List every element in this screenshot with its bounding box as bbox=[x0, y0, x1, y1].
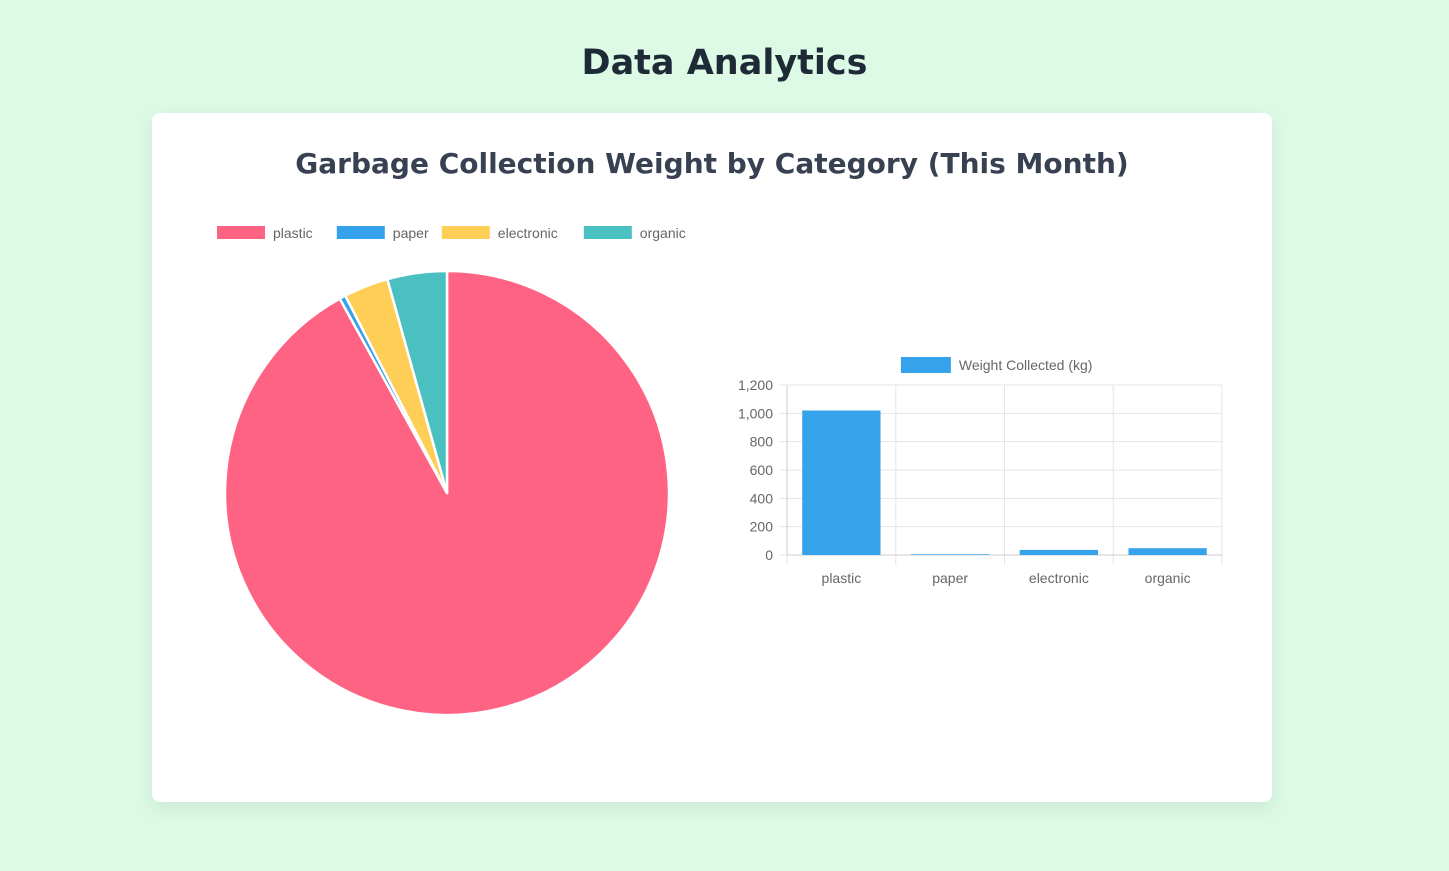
bar-legend[interactable]: Weight Collected (kg) bbox=[900, 357, 1093, 373]
pie-legend-item-paper[interactable]: paper bbox=[336, 225, 429, 241]
pie-legend-swatch bbox=[217, 226, 265, 239]
y-tick-label: 1,000 bbox=[738, 405, 773, 421]
x-tick-label: plastic bbox=[822, 570, 862, 586]
pie-slice-plastic[interactable] bbox=[223, 269, 671, 717]
pie-legend-item-plastic[interactable]: plastic bbox=[217, 225, 313, 241]
bars bbox=[802, 410, 1207, 556]
bar-plastic[interactable] bbox=[802, 410, 881, 556]
pie-slice-organic[interactable] bbox=[386, 269, 449, 495]
y-tick-label: 1,200 bbox=[738, 377, 773, 393]
pie-legend-swatch bbox=[336, 226, 385, 239]
x-tick-label: paper bbox=[932, 570, 968, 586]
y-tick-label: 200 bbox=[750, 519, 774, 535]
chart-card: Garbage Collection Weight by Category (T… bbox=[152, 113, 1272, 802]
bar-electronic[interactable] bbox=[1019, 549, 1099, 555]
pie-legend: plastic paper electronic organic bbox=[217, 225, 686, 241]
y-tick-label: 400 bbox=[750, 490, 774, 506]
y-tick-label: 600 bbox=[750, 462, 774, 478]
pie-legend-label: plastic bbox=[273, 225, 313, 241]
pie-legend-item-electronic[interactable]: electronic bbox=[441, 225, 558, 241]
bar-paper[interactable] bbox=[910, 554, 990, 555]
y-tick-label: 800 bbox=[750, 434, 774, 450]
bar-legend-swatch bbox=[900, 357, 951, 373]
chart-card-title: Garbage Collection Weight by Category (T… bbox=[295, 147, 1129, 180]
x-tick-label: organic bbox=[1145, 570, 1191, 586]
bar-chart: Weight Collected (kg) 0 200 400 600 800 1,000 1… bbox=[738, 357, 1223, 586]
pie-legend-swatch bbox=[583, 226, 632, 239]
bar-organic[interactable] bbox=[1128, 548, 1207, 555]
pie-legend-label: electronic bbox=[498, 225, 558, 241]
y-tick-label: 0 bbox=[765, 547, 773, 563]
pie-legend-item-organic[interactable]: organic bbox=[583, 225, 686, 241]
page-title: Data Analytics bbox=[581, 43, 868, 83]
x-tick-label: electronic bbox=[1029, 570, 1089, 586]
pie-legend-swatch bbox=[441, 226, 490, 239]
pie-chart: plastic paper electronic organic bbox=[217, 225, 686, 717]
bar-legend-label: Weight Collected (kg) bbox=[959, 357, 1093, 373]
pie-legend-label: paper bbox=[393, 225, 429, 241]
pie-slices bbox=[223, 269, 671, 717]
pie-legend-label: organic bbox=[640, 225, 686, 241]
